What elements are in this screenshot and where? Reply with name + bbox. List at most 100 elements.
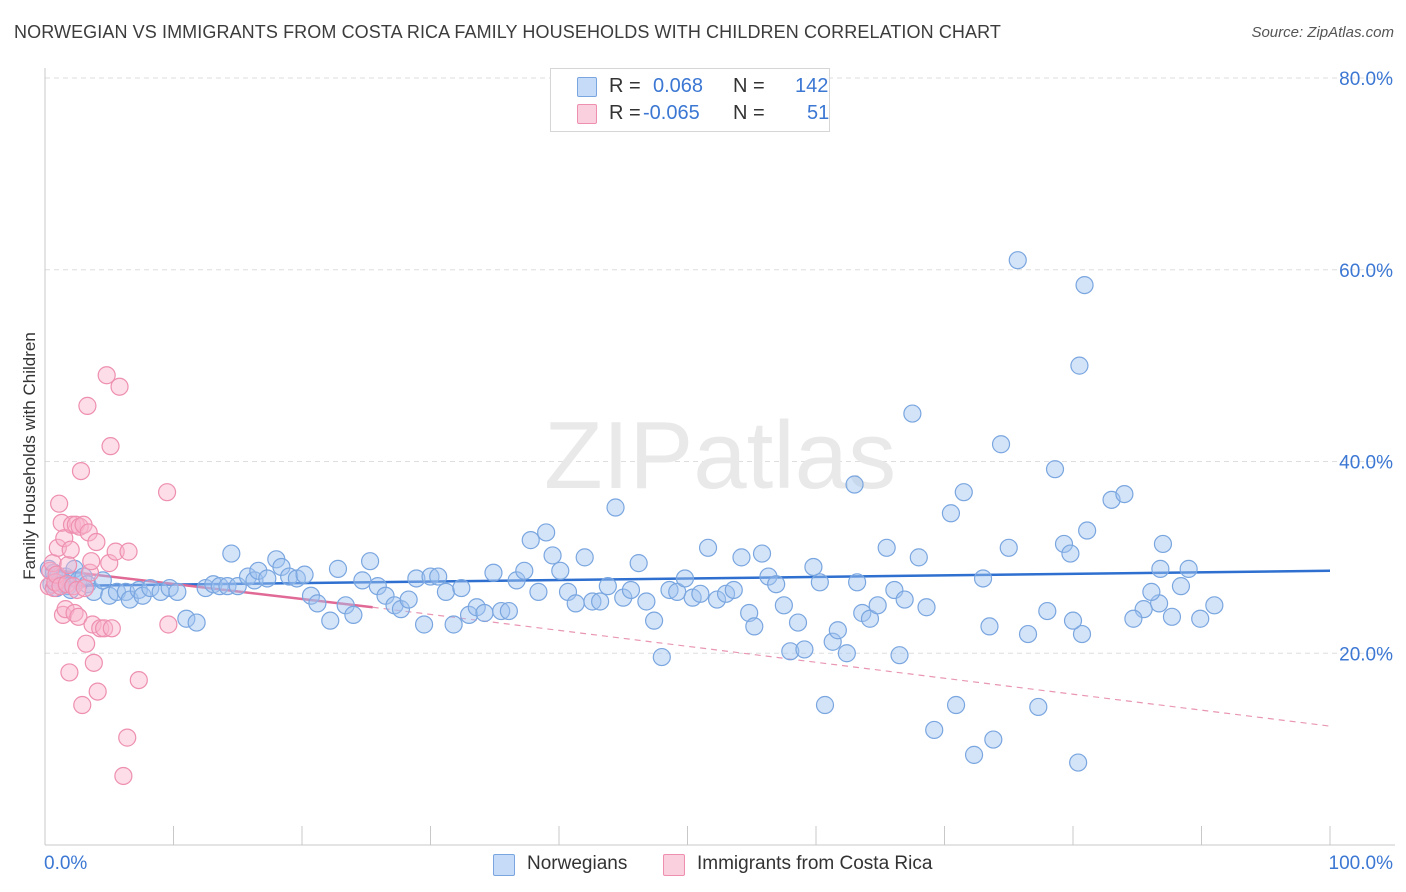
norwegian-point xyxy=(475,603,494,623)
y-tick-label: 40.0% xyxy=(1339,453,1393,474)
norwegian-point xyxy=(740,603,759,623)
costa-rica-point xyxy=(157,483,177,502)
x-tick-label: 0.0% xyxy=(44,853,87,874)
norwegian-point xyxy=(507,571,526,590)
norwegian-point xyxy=(652,647,671,667)
norwegian-point xyxy=(917,598,936,617)
costa-rica-point xyxy=(118,728,137,747)
norwegian-point xyxy=(1142,582,1161,601)
norwegian-point xyxy=(521,531,540,550)
norwegian-point xyxy=(321,611,340,630)
norwegian-point xyxy=(1008,251,1027,270)
legend-r-label: R = xyxy=(609,75,641,97)
norwegian-point xyxy=(614,588,633,607)
norwegian-point xyxy=(795,640,814,659)
costa-rica-point xyxy=(73,695,92,715)
norwegian-point xyxy=(1072,624,1092,644)
norwegian-point xyxy=(629,554,648,573)
norwegian-point xyxy=(344,605,363,625)
costa-rica-point xyxy=(55,529,74,548)
norwegian-point xyxy=(774,596,793,615)
norwegian-point xyxy=(543,546,562,565)
norwegian-point xyxy=(752,544,772,563)
norwegian-point xyxy=(222,544,241,563)
norwegian-point xyxy=(598,577,617,596)
legend-n-value: 142 xyxy=(795,75,829,97)
costa-rica-point xyxy=(75,578,94,598)
norwegian-point xyxy=(837,644,856,663)
norwegian-point xyxy=(308,594,327,613)
norwegian-point xyxy=(444,615,463,634)
norwegian-point xyxy=(724,580,743,600)
legend-label: Immigrants from Costa Rica xyxy=(697,853,933,874)
costa-rica-point xyxy=(71,461,91,481)
norwegian-point xyxy=(566,594,585,613)
axes xyxy=(44,68,1395,846)
grid-lines xyxy=(45,77,1395,654)
norwegian-point xyxy=(691,584,710,603)
costa-rica-point xyxy=(97,366,116,385)
norwegian-point xyxy=(1075,275,1094,295)
norwegian-point xyxy=(999,538,1018,557)
norwegian-point xyxy=(204,575,223,594)
costa-rica-point xyxy=(95,619,114,638)
legend-label: Norwegians xyxy=(527,853,628,874)
costa-rica-swatch xyxy=(663,854,685,876)
norwegian-point xyxy=(210,577,229,596)
costa-rica-point xyxy=(88,682,107,701)
costa-rica-point xyxy=(119,542,138,561)
norwegian-point xyxy=(1205,596,1224,615)
norwegian-point xyxy=(860,609,880,628)
y-axis-label: Family Households with Children xyxy=(20,332,39,580)
costa-rica-point xyxy=(102,619,121,638)
costa-rica-swatch xyxy=(577,104,597,124)
norwegian-point xyxy=(421,567,440,586)
norwegian-point xyxy=(1038,601,1057,621)
norwegian-point xyxy=(810,573,829,592)
norwegian-point xyxy=(845,475,864,494)
norwegian-point xyxy=(429,567,448,586)
norwegians-trend-line xyxy=(44,569,1331,588)
norwegian-point xyxy=(644,611,664,630)
chart-title: NORWEGIAN VS IMMIGRANTS FROM COSTA RICA … xyxy=(14,22,1002,42)
costa-rica-point xyxy=(129,670,148,690)
norwegian-point xyxy=(272,557,291,577)
y-tick-label: 20.0% xyxy=(1339,644,1393,665)
norwegian-point xyxy=(399,590,418,609)
norwegian-point xyxy=(781,642,800,661)
costa-rica-point xyxy=(79,523,98,542)
norwegian-point xyxy=(984,730,1003,749)
costa-rica-point xyxy=(77,634,96,653)
norwegian-point xyxy=(141,578,160,598)
norwegian-point xyxy=(815,695,835,715)
norwegians-swatch xyxy=(577,77,597,97)
norwegian-point xyxy=(828,621,847,640)
norwegian-point xyxy=(361,552,380,571)
norwegian-point xyxy=(732,548,751,567)
norwegian-point xyxy=(745,617,764,636)
norwegian-point xyxy=(459,605,479,625)
norwegian-point xyxy=(551,561,570,580)
norwegian-point xyxy=(973,569,993,588)
norwegian-point xyxy=(258,569,277,588)
norwegian-point xyxy=(925,720,944,740)
norwegian-point xyxy=(1124,609,1143,628)
norwegian-point xyxy=(707,590,727,609)
source-label: Source: ZipAtlas.com xyxy=(1251,24,1394,41)
costa-rica-point xyxy=(60,663,79,682)
norwegian-point xyxy=(187,613,206,632)
costa-rica-point xyxy=(82,552,101,571)
norwegian-point xyxy=(941,504,961,523)
norwegian-point xyxy=(1115,484,1134,504)
costa-rica-point xyxy=(114,766,133,786)
norwegian-point xyxy=(1018,624,1038,644)
norwegian-point xyxy=(492,601,511,621)
norwegian-point xyxy=(1151,559,1170,578)
norwegian-point xyxy=(909,548,928,567)
norwegian-point xyxy=(621,580,641,600)
norwegian-point xyxy=(1054,534,1074,554)
norwegian-point xyxy=(336,596,355,615)
norwegian-point xyxy=(823,632,842,651)
costa-rica-trend-dashed xyxy=(372,606,1331,727)
